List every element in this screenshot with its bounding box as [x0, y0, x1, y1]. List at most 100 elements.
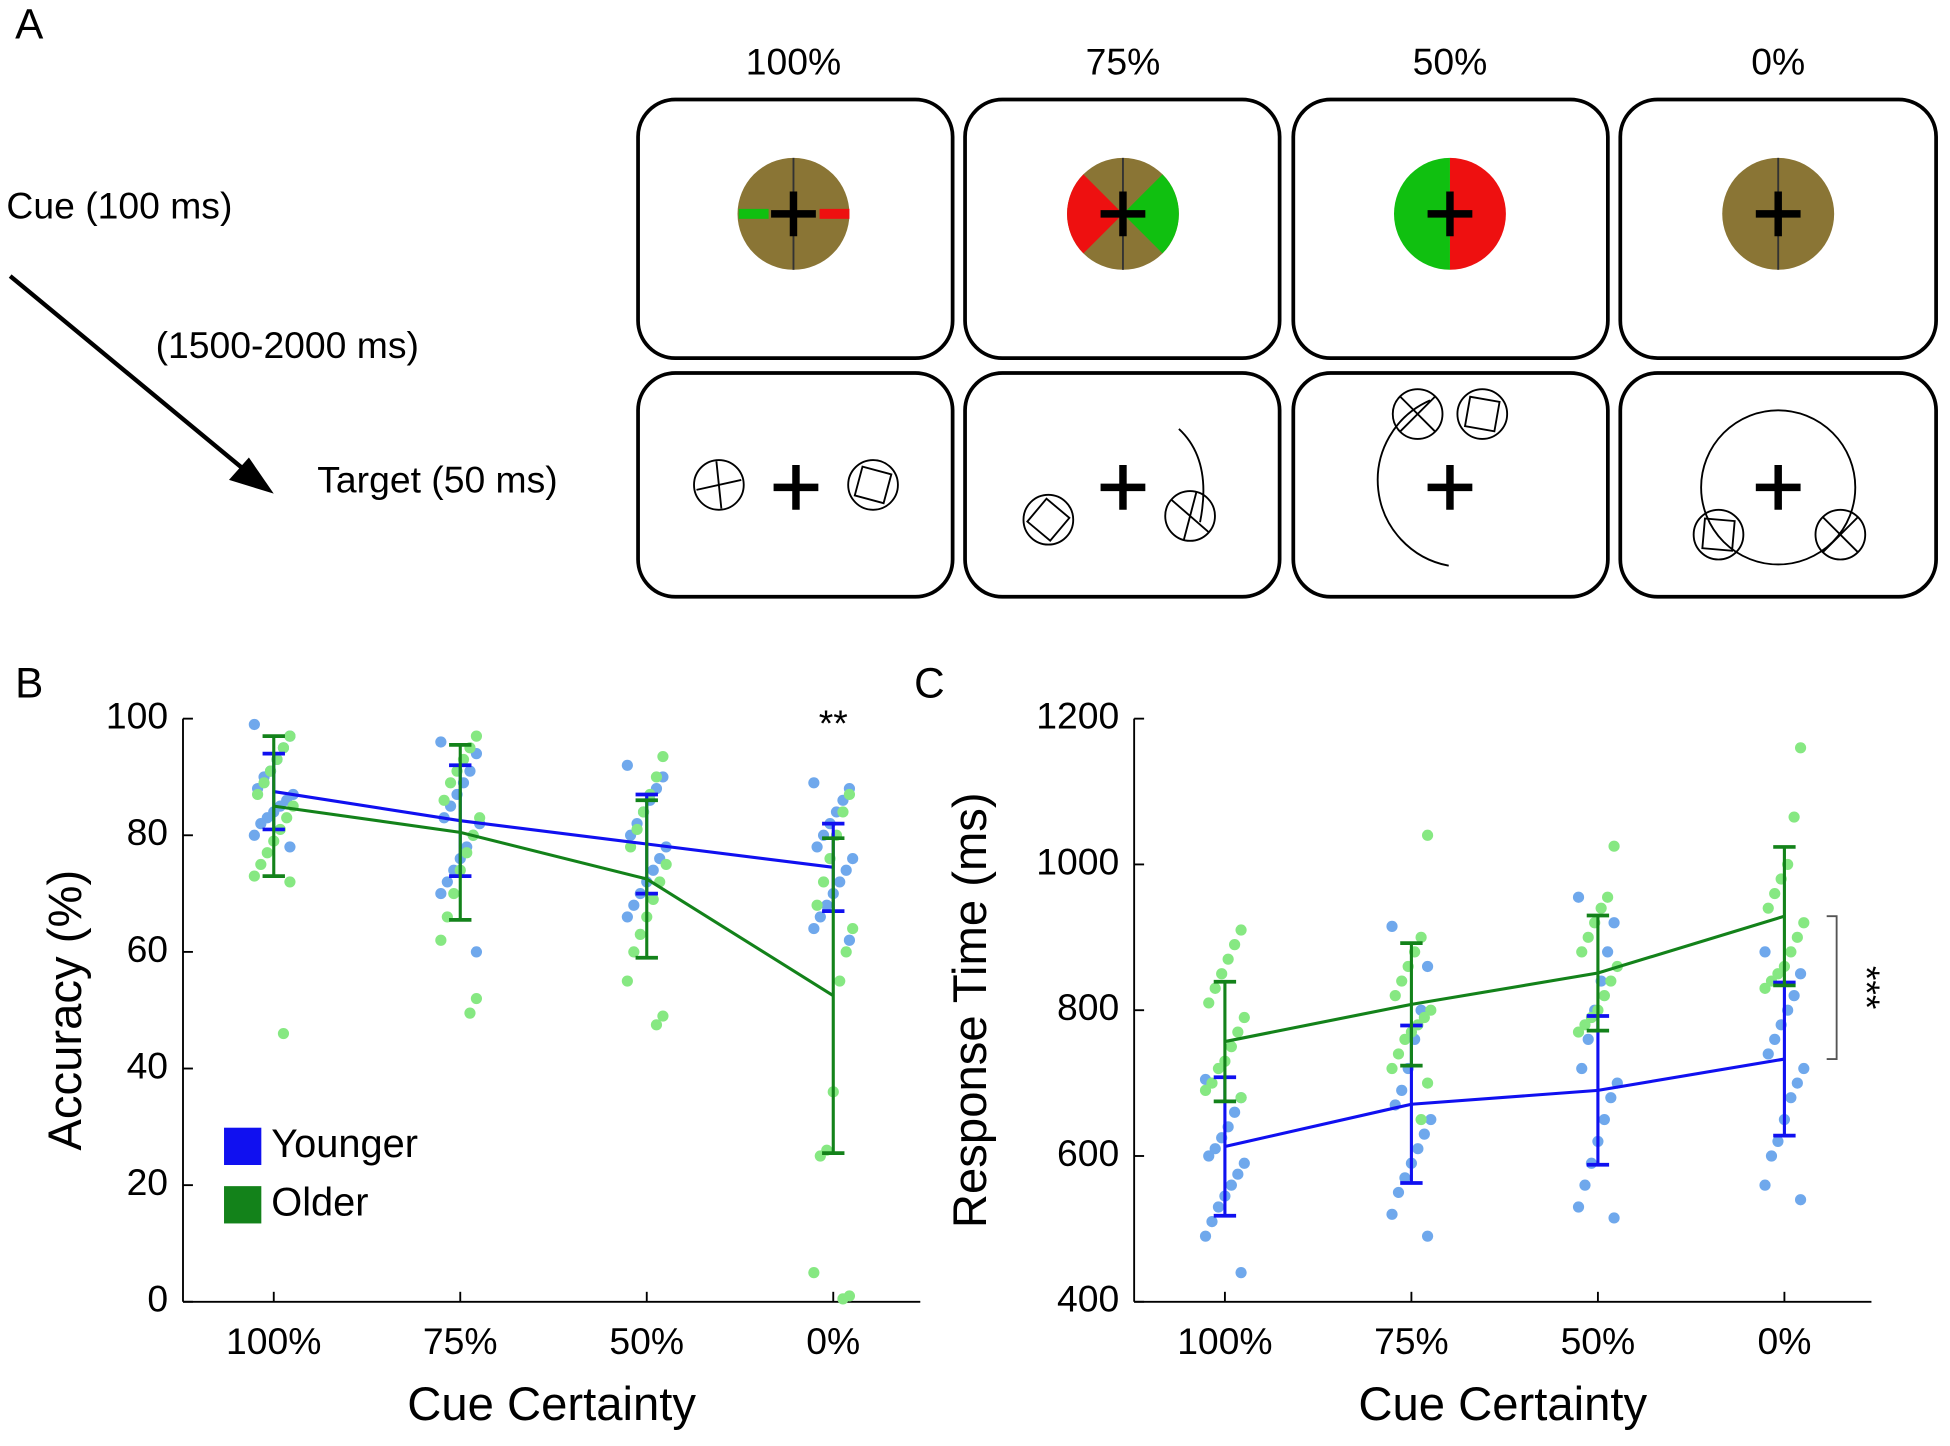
data-point — [1769, 1033, 1781, 1045]
error-bar — [449, 743, 472, 922]
data-point — [1794, 968, 1807, 980]
error-bar — [1400, 941, 1423, 1068]
data-point — [621, 759, 633, 771]
data-point — [1418, 1011, 1430, 1024]
y-tick-label: 40 — [127, 1044, 169, 1086]
data-point — [1579, 1019, 1591, 1031]
cue-label: Cue (100 ms) — [6, 185, 232, 227]
data-point — [1238, 1011, 1250, 1024]
x-tick-label: 100% — [226, 1320, 321, 1362]
data-point — [631, 823, 643, 836]
data-point — [1791, 1077, 1803, 1089]
data-point — [1425, 1004, 1437, 1016]
data-point — [834, 975, 846, 987]
data-point — [277, 1027, 290, 1040]
data-point — [1389, 990, 1401, 1002]
data-point — [1386, 1208, 1398, 1220]
data-point — [284, 841, 296, 853]
data-point — [1399, 1033, 1411, 1045]
data-point — [808, 1267, 820, 1279]
error-bar — [262, 734, 285, 878]
data-point — [444, 777, 457, 789]
y-tick-label: 60 — [127, 928, 169, 970]
x-tick-label: 0% — [1757, 1320, 1811, 1362]
data-point — [621, 975, 633, 987]
series-line — [1224, 1057, 1785, 1149]
data-point — [1576, 946, 1588, 958]
data-point — [1608, 917, 1620, 929]
data-point — [1605, 975, 1617, 987]
data-point — [1415, 1113, 1427, 1126]
data-point — [1209, 982, 1221, 994]
data-point — [1769, 887, 1781, 900]
x-axis-label: Cue Certainty — [407, 1378, 696, 1431]
data-point — [811, 899, 823, 911]
data-point — [1579, 1179, 1591, 1191]
data-point — [847, 922, 859, 935]
data-point — [281, 812, 293, 824]
data-point — [1222, 953, 1234, 965]
series-line — [1224, 914, 1785, 1044]
data-point — [1788, 811, 1800, 823]
data-point — [1209, 1143, 1221, 1155]
data-point — [1392, 1186, 1405, 1199]
data-point — [1421, 829, 1434, 841]
data-point — [1199, 1084, 1212, 1096]
y-tick-label: 1000 — [1036, 840, 1119, 882]
legend-label: Older — [271, 1180, 368, 1224]
data-point — [650, 1019, 663, 1031]
interval-label: (1500-2000 ms) — [156, 324, 419, 366]
data-point — [843, 788, 856, 801]
cue-50 — [1394, 157, 1506, 270]
error-bar — [1586, 913, 1610, 1033]
data-point — [843, 934, 856, 946]
data-point — [1421, 960, 1434, 973]
data-point — [1582, 1033, 1594, 1045]
data-point — [1225, 1179, 1237, 1191]
data-point — [647, 864, 659, 876]
legend-swatch — [224, 1127, 262, 1166]
data-point — [1772, 968, 1784, 980]
legend-swatch — [224, 1186, 262, 1224]
data-point — [1238, 1157, 1250, 1169]
data-point — [470, 730, 483, 742]
data-point — [1392, 1048, 1405, 1060]
data-point — [1386, 920, 1398, 932]
data-point — [628, 899, 640, 911]
data-point — [1785, 946, 1797, 958]
arrow — [8, 274, 257, 481]
error-bar — [635, 798, 658, 960]
panel-label: B — [15, 659, 43, 706]
data-point — [837, 806, 849, 818]
data-point — [1206, 1215, 1218, 1228]
y-tick-label: 20 — [127, 1161, 169, 1203]
data-point — [1798, 917, 1810, 929]
data-point — [1602, 891, 1614, 903]
data-point — [808, 922, 820, 935]
data-point — [625, 841, 637, 853]
data-point — [461, 847, 473, 859]
data-point — [1386, 1062, 1398, 1075]
data-point — [1418, 1128, 1430, 1140]
target-label: Target (50 ms) — [317, 458, 557, 500]
data-point — [1602, 946, 1614, 958]
data-point — [657, 1010, 669, 1022]
data-point — [817, 876, 830, 888]
significance-bracket — [1826, 915, 1838, 1060]
data-point — [1212, 1201, 1225, 1213]
x-tick-label: 50% — [1561, 1320, 1636, 1362]
data-point — [1235, 924, 1247, 936]
data-point — [1582, 931, 1594, 943]
data-point — [628, 946, 640, 958]
data-point — [1759, 982, 1771, 994]
data-point — [255, 858, 267, 871]
data-point — [1794, 742, 1807, 754]
data-point — [284, 730, 296, 742]
series-line — [273, 790, 834, 869]
data-point — [1759, 1179, 1771, 1191]
data-point — [1399, 1172, 1411, 1184]
data-point — [470, 946, 483, 958]
arrow-head — [228, 457, 274, 494]
fixation-crosses — [771, 191, 1801, 510]
